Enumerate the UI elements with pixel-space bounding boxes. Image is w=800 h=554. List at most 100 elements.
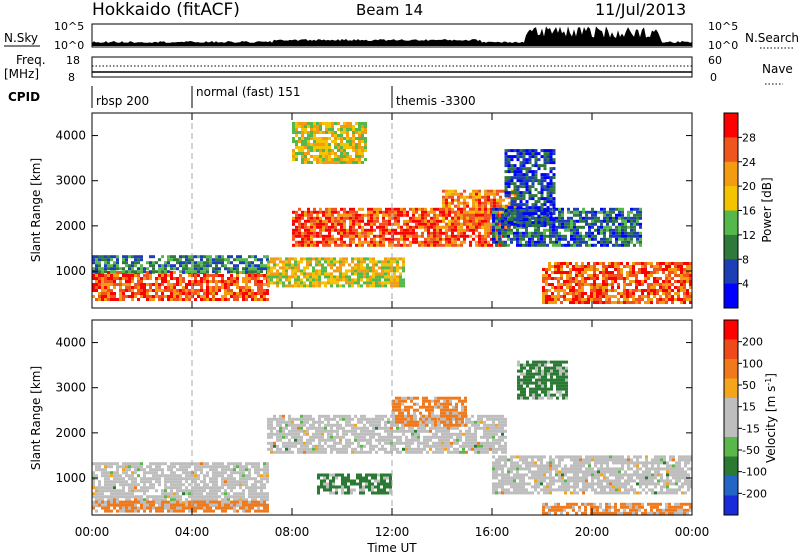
- heatmap-cell: [626, 298, 629, 301]
- heatmap-cell: [182, 292, 185, 295]
- heatmap-cell: [337, 146, 340, 149]
- heatmap-cell: [313, 234, 316, 238]
- heatmap-cell: [104, 258, 107, 262]
- heatmap-cell: [564, 243, 567, 247]
- heatmap-cell: [412, 237, 415, 241]
- heatmap-cell: [513, 218, 517, 222]
- heatmap-cell: [537, 179, 541, 183]
- heatmap-cell: [164, 483, 167, 487]
- heatmap-cell: [336, 450, 339, 454]
- heatmap-cell: [534, 212, 538, 216]
- heatmap-cell: [606, 228, 609, 232]
- heatmap-cell: [137, 261, 140, 265]
- heatmap-cell: [331, 140, 334, 143]
- heatmap-cell: [212, 480, 215, 484]
- heatmap-cell: [298, 243, 301, 247]
- heatmap-cell: [200, 261, 203, 265]
- heatmap-cell: [534, 221, 538, 225]
- heatmap-cell: [460, 210, 463, 214]
- heatmap-cell: [424, 207, 427, 211]
- heatmap-cell: [522, 176, 526, 180]
- heatmap-cell: [543, 221, 547, 225]
- heatmap-cell: [92, 295, 95, 298]
- heatmap-cell: [525, 152, 529, 156]
- heatmap-cell: [292, 131, 295, 134]
- heatmap-cell: [366, 266, 369, 270]
- heatmap-cell: [155, 270, 158, 274]
- heatmap-cell: [331, 125, 334, 128]
- heatmap-cell: [360, 414, 363, 418]
- heatmap-cell: [113, 489, 116, 493]
- heatmap-cell: [504, 164, 508, 168]
- heatmap-cell: [295, 231, 298, 235]
- heatmap-cell: [445, 240, 448, 244]
- heatmap-cell: [224, 298, 227, 301]
- heatmap-cell: [294, 266, 297, 270]
- heatmap-cell: [297, 284, 300, 288]
- heatmap-cell: [122, 274, 125, 277]
- heatmap-cell: [352, 134, 355, 137]
- heatmap-cell: [303, 281, 306, 285]
- heatmap-cell: [182, 471, 185, 475]
- heatmap-cell: [460, 222, 463, 226]
- heatmap-cell: [546, 152, 550, 156]
- heatmap-cell: [563, 280, 566, 283]
- heatmap-cell: [358, 243, 361, 247]
- heatmap-cell: [143, 289, 146, 292]
- heatmap-cell: [185, 486, 188, 490]
- heatmap-cell: [418, 207, 421, 211]
- heatmap-cell: [185, 462, 188, 466]
- heatmap-cell: [588, 210, 591, 214]
- heatmap-cell: [137, 277, 140, 280]
- heatmap-cell: [309, 284, 312, 288]
- heatmap-cell: [224, 471, 227, 475]
- heatmap-cell: [270, 257, 273, 261]
- heatmap-cell: [415, 207, 418, 211]
- heatmap-cell: [209, 468, 212, 472]
- heatmap-cell: [451, 231, 454, 235]
- heatmap-cell: [218, 258, 221, 262]
- heatmap-cell: [254, 298, 257, 301]
- heatmap-cell: [513, 164, 517, 168]
- heatmap-cell: [179, 486, 182, 490]
- heatmap-cell: [267, 435, 270, 439]
- heatmap-cell: [567, 225, 570, 229]
- heatmap-cell: [400, 225, 403, 229]
- heatmap-cell: [635, 298, 638, 301]
- heatmap-cell: [472, 231, 475, 235]
- heatmap-cell: [324, 450, 327, 454]
- heatmap-cell: [330, 284, 333, 288]
- heatmap-cell: [173, 465, 176, 469]
- heatmap-cell: [534, 161, 538, 165]
- heatmap-cell: [349, 158, 352, 161]
- heatmap-cell: [345, 432, 348, 436]
- heatmap-cell: [324, 423, 327, 427]
- heatmap-cell: [306, 438, 309, 442]
- heatmap-cell: [143, 471, 146, 475]
- heatmap-cell: [481, 225, 484, 229]
- heatmap-cell: [396, 263, 399, 267]
- heatmap-cell: [372, 284, 375, 288]
- heatmap-cell: [345, 257, 348, 261]
- heatmap-cell: [294, 444, 297, 448]
- heatmap-cell: [534, 170, 538, 174]
- heatmap-cell: [519, 209, 523, 213]
- heatmap-cell: [478, 189, 481, 193]
- heatmap-cell: [339, 426, 342, 430]
- heatmap-cell: [110, 465, 113, 469]
- heatmap-cell: [659, 286, 662, 289]
- heatmap-cell: [629, 292, 632, 295]
- heatmap-cell: [513, 149, 517, 153]
- heatmap-cell: [361, 152, 364, 155]
- heatmap-cell: [551, 271, 554, 274]
- heatmap-cell: [424, 243, 427, 247]
- heatmap-cell: [361, 228, 364, 232]
- heatmap-cell: [191, 495, 194, 499]
- heatmap-cell: [316, 128, 319, 131]
- heatmap-cell: [295, 225, 298, 229]
- heatmap-cell: [333, 281, 336, 285]
- heatmap-cell: [303, 257, 306, 261]
- heatmap-cell: [457, 225, 460, 229]
- heatmap-cell: [285, 275, 288, 279]
- heatmap-cell: [200, 267, 203, 271]
